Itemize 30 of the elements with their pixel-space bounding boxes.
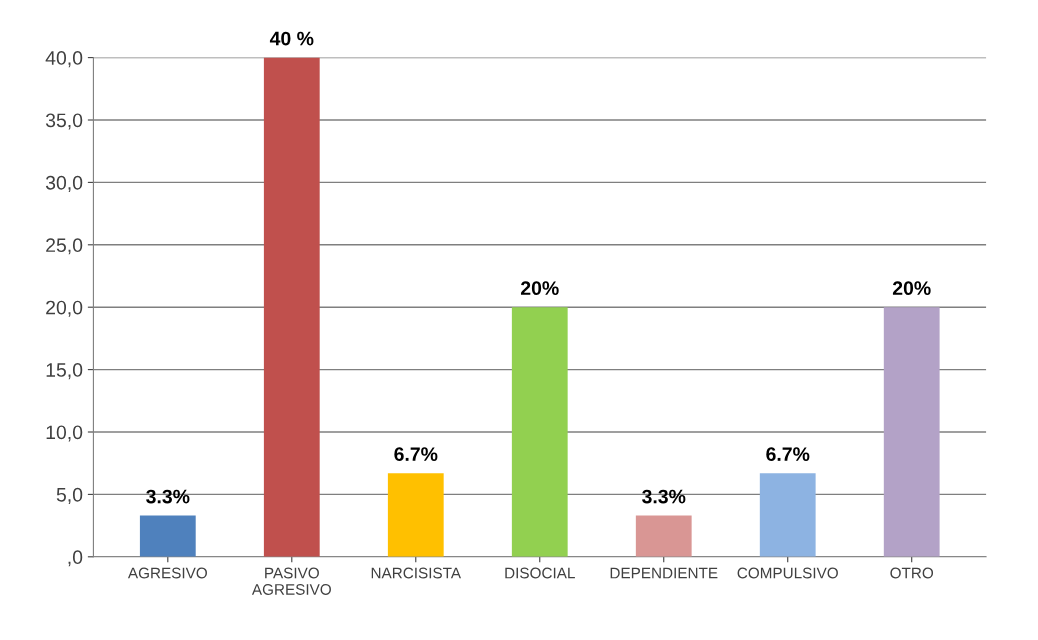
data-label: 20%: [520, 281, 559, 296]
y-tick-label: 20,0: [46, 300, 83, 317]
y-tick-label: 30,0: [45, 175, 83, 192]
data-label: 3.3%: [146, 489, 190, 504]
bar: [759, 473, 816, 557]
y-tick-label: ,0: [68, 550, 83, 567]
x-tick-label: PASIVO AGRESIVO: [251, 567, 331, 595]
bar: [635, 515, 692, 557]
data-label: 6.7%: [766, 447, 810, 462]
data-label: 3.3%: [642, 489, 686, 504]
bar: [263, 57, 320, 557]
bar: [511, 307, 568, 557]
bar: [883, 307, 940, 557]
x-tick-label: OTRO: [890, 567, 934, 579]
data-label: 40 %: [269, 31, 314, 46]
data-label: 20%: [892, 281, 931, 296]
x-tick-label: DISOCIAL: [505, 567, 575, 579]
x-tick-label: AGRESIVO: [127, 567, 207, 579]
bar: [387, 473, 444, 557]
y-tick-label: 5,0: [56, 487, 83, 504]
y-tick-label: 25,0: [46, 238, 83, 255]
x-tick-label: NARCISISTA: [371, 567, 462, 579]
x-tick-label: COMPULSIVO: [737, 567, 838, 579]
data-label: 6.7%: [394, 447, 438, 462]
y-tick-label: 10,0: [46, 425, 83, 442]
y-tick-label: 35,0: [45, 113, 83, 130]
y-tick-label: 40,0: [45, 51, 83, 68]
y-tick-label: 15,0: [46, 363, 83, 380]
x-tick-label: DEPENDIENTE: [610, 567, 718, 579]
bar: [139, 515, 196, 557]
